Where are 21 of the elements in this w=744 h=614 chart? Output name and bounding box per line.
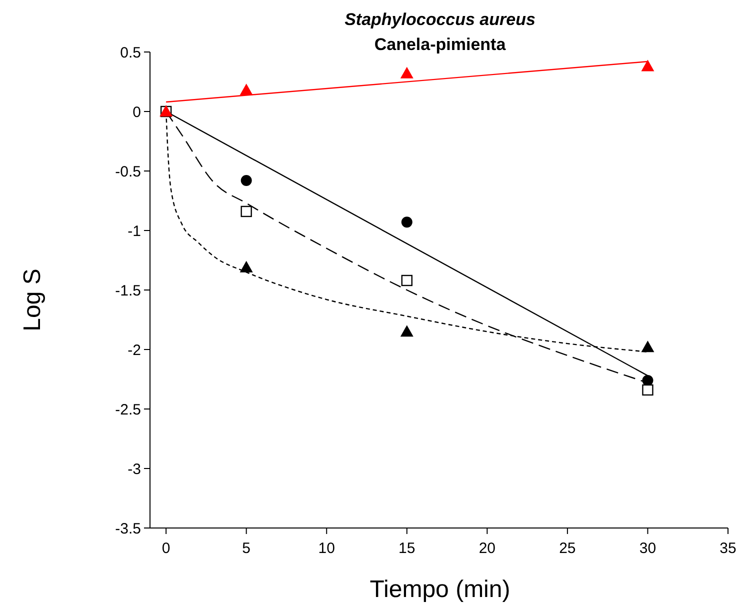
y-axis-title: Log S bbox=[19, 268, 46, 332]
y-tick-label: -2.5 bbox=[115, 401, 141, 418]
x-tick-label: 20 bbox=[478, 540, 496, 557]
x-tick-label: 25 bbox=[559, 540, 576, 557]
y-tick-label: -3.5 bbox=[115, 520, 141, 538]
x-tick-label: 30 bbox=[639, 540, 656, 557]
x-tick-label: 0 bbox=[162, 540, 170, 557]
y-tick-label: 0 bbox=[132, 104, 141, 121]
x-tick-label: 35 bbox=[720, 540, 736, 557]
y-tick-label: -1.5 bbox=[115, 282, 141, 300]
chart-title: Staphylococcus aureus bbox=[344, 10, 536, 29]
x-tick-label: 15 bbox=[398, 540, 416, 557]
y-tick-label: -0.5 bbox=[115, 163, 141, 180]
y-tick-label: -2 bbox=[128, 342, 141, 359]
y-tick-label: 0.5 bbox=[120, 44, 141, 62]
x-axis-title: Tiempo (min) bbox=[370, 576, 510, 603]
y-tick-label: -1 bbox=[128, 222, 141, 240]
chart-subtitle: Canela-pimienta bbox=[374, 35, 506, 54]
y-tick-label: -3 bbox=[128, 460, 141, 478]
x-tick-label: 5 bbox=[242, 540, 251, 557]
x-tick-label: 10 bbox=[318, 540, 335, 557]
